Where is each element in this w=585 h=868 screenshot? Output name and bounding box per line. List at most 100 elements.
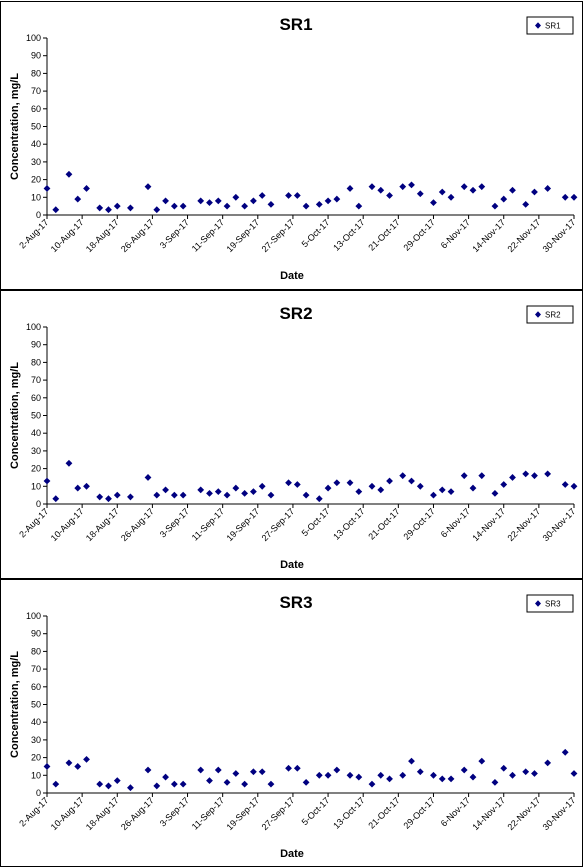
data-point-sr2 bbox=[127, 493, 134, 501]
data-point-sr3 bbox=[368, 780, 376, 788]
data-point-sr1 bbox=[241, 202, 249, 210]
data-point-sr1 bbox=[460, 183, 468, 191]
x-axis-label: Date bbox=[280, 848, 304, 860]
y-tick-label: 70 bbox=[31, 664, 41, 674]
y-tick-label: 50 bbox=[31, 700, 41, 710]
y-tick-label: 60 bbox=[31, 104, 41, 114]
x-tick-label: 29-Oct-17 bbox=[402, 506, 437, 541]
legend-marker-icon bbox=[535, 22, 541, 29]
y-tick-label: 50 bbox=[31, 122, 41, 132]
data-point-sr1 bbox=[197, 197, 205, 205]
data-point-sr2 bbox=[223, 491, 231, 499]
data-point-sr1 bbox=[315, 200, 323, 208]
data-point-sr3 bbox=[522, 768, 530, 776]
x-tick-label: 26-Aug-17 bbox=[119, 795, 156, 832]
data-point-sr3 bbox=[74, 763, 82, 770]
x-tick-label: 19-Sep-17 bbox=[224, 217, 261, 254]
x-tick-label: 30-Nov-17 bbox=[541, 506, 578, 543]
y-tick-label: 100 bbox=[26, 322, 41, 332]
data-point-sr2 bbox=[408, 477, 415, 485]
chart-svg-sr2: SR2 0 10 20 30 40 50 60 70 80 90 100 2-Aug-1710-Aug-… bbox=[9, 304, 578, 571]
data-point-sr3 bbox=[241, 780, 249, 788]
data-point-sr1 bbox=[346, 185, 354, 192]
x-tick-label: 5-Oct-17 bbox=[300, 217, 332, 249]
data-point-sr1 bbox=[65, 170, 73, 178]
data-point-sr3 bbox=[83, 755, 90, 763]
data-point-sr3 bbox=[43, 763, 51, 770]
x-tick-label: 21-Oct-17 bbox=[366, 506, 401, 541]
data-point-sr2 bbox=[52, 495, 60, 503]
data-point-sr3 bbox=[302, 778, 310, 786]
data-point-sr1 bbox=[52, 206, 60, 214]
data-point-sr1 bbox=[399, 183, 407, 191]
data-point-sr3 bbox=[162, 773, 169, 781]
legend-label: SR3 bbox=[545, 600, 561, 609]
data-point-sr2 bbox=[258, 482, 266, 490]
legend-label: SR2 bbox=[545, 311, 561, 320]
data-point-sr2 bbox=[430, 491, 437, 499]
data-point-sr3 bbox=[144, 766, 152, 774]
data-point-sr3 bbox=[113, 777, 121, 785]
data-point-sr1 bbox=[250, 197, 257, 205]
x-tick-label: 18-Aug-17 bbox=[84, 506, 121, 543]
chart-panel-sr2: SR2 0 10 20 30 40 50 60 70 80 90 100 2-Aug-17 10-Aug-… bbox=[0, 290, 583, 579]
chart-svg-sr1: SR1 0 10 20 30 40 50 60 70 80 90 100 2-Aug-1710-Aug-… bbox=[9, 15, 577, 282]
data-point-sr3 bbox=[96, 780, 104, 788]
y-tick-label: 10 bbox=[31, 481, 41, 491]
data-point-sr2 bbox=[83, 482, 90, 490]
data-point-sr2 bbox=[561, 481, 569, 488]
y-axis-label: Concentration, mg/L bbox=[9, 362, 21, 469]
y-tick-label: 40 bbox=[31, 428, 41, 438]
data-point-sr3 bbox=[491, 778, 499, 786]
x-tick-label: 13-Oct-17 bbox=[331, 795, 366, 830]
data-point-sr3 bbox=[438, 775, 446, 783]
x-tick-label: 30-Nov-17 bbox=[541, 795, 578, 832]
data-point-sr2 bbox=[531, 472, 538, 480]
data-point-sr1 bbox=[223, 202, 231, 210]
data-point-sr3 bbox=[214, 766, 222, 774]
data-point-sr3 bbox=[561, 748, 569, 756]
x-tick-label: 22-Nov-17 bbox=[505, 217, 542, 254]
data-point-sr1 bbox=[416, 190, 424, 198]
data-point-sr2 bbox=[153, 491, 161, 499]
y-tick-label: 20 bbox=[31, 464, 41, 474]
data-point-sr2 bbox=[105, 495, 112, 503]
y-tick-label: 40 bbox=[31, 139, 41, 149]
x-tick-label: 3-Sep-17 bbox=[158, 506, 191, 539]
data-point-sr2 bbox=[96, 493, 104, 501]
x-tick-label: 21-Oct-17 bbox=[366, 217, 401, 252]
y-tick-label: 30 bbox=[31, 735, 41, 745]
data-point-sr2 bbox=[386, 477, 393, 485]
x-tick-label: 11-Sep-17 bbox=[190, 795, 226, 831]
y-tick-label: 20 bbox=[31, 753, 41, 763]
data-point-sr2 bbox=[197, 486, 205, 494]
y-tick-label: 40 bbox=[31, 717, 41, 727]
y-tick-label: 30 bbox=[31, 157, 41, 167]
chart-title: SR1 bbox=[279, 15, 312, 34]
data-point-sr3 bbox=[500, 764, 508, 772]
data-point-sr3 bbox=[170, 780, 178, 788]
data-point-sr3 bbox=[408, 757, 415, 765]
data-point-sr3 bbox=[206, 777, 213, 785]
data-point-sr3 bbox=[544, 759, 552, 767]
data-point-sr1 bbox=[355, 202, 363, 210]
x-axis-label: Date bbox=[280, 559, 304, 571]
legend: SR2 bbox=[526, 305, 574, 324]
data-point-sr2 bbox=[333, 479, 341, 487]
data-point-sr2 bbox=[214, 488, 222, 496]
y-tick-label: 60 bbox=[31, 393, 41, 403]
y-tick-label: 60 bbox=[31, 682, 41, 692]
x-tick-label: 2-Aug-17 bbox=[17, 795, 50, 828]
x-tick-label: 29-Oct-17 bbox=[402, 795, 437, 830]
x-tick-label: 18-Aug-17 bbox=[84, 795, 121, 832]
chart-title: SR2 bbox=[279, 304, 312, 323]
data-point-sr2 bbox=[206, 489, 213, 497]
data-point-sr2 bbox=[170, 491, 178, 499]
data-point-sr2 bbox=[570, 482, 578, 490]
data-point-sr3 bbox=[52, 780, 60, 788]
data-point-sr1 bbox=[214, 197, 222, 205]
legend-box bbox=[526, 16, 574, 35]
y-tick-label: 70 bbox=[31, 86, 41, 96]
data-point-sr3 bbox=[105, 782, 112, 790]
y-tick-label: 10 bbox=[31, 192, 41, 202]
